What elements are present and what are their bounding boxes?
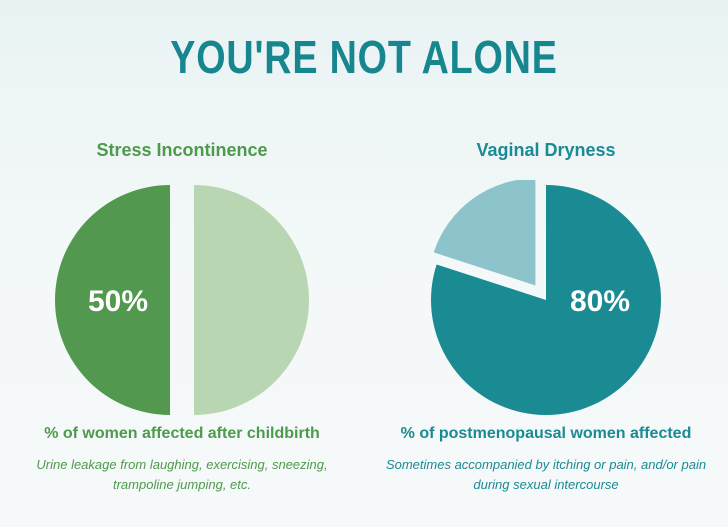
pie-1-value-label: 50% [88,285,148,318]
pie-1-title: Stress Incontinence [96,140,268,160]
page-title: YOU'RE NOT ALONE [170,31,558,83]
pie-1-slice-2 [194,185,309,415]
pie-chart-stress-incontinence: 50% [55,185,309,415]
vaginal-dryness-panel: Vaginal Dryness 80% % of postmenopausal … [364,0,728,527]
pie-chart-vaginal-dryness: 80% [431,180,661,415]
pie-1-caption: % of women affected after childbirth [44,425,320,442]
pie-1-description: Urine leakage from laughing, exercising,… [36,457,328,492]
pie-2-title: Vaginal Dryness [476,140,616,160]
pie-2-slice-1 [431,185,661,415]
stress-incontinence-panel: Stress Incontinence 50% % of women affec… [36,140,328,492]
pie-2-value-label: 80% [570,285,630,318]
pie-2-slice-2 [433,180,536,286]
pie-1-slice-1 [55,185,170,415]
pie-2-caption: % of postmenopausal women affected [400,425,692,442]
pie-2-description: Sometimes accompanied by itching or pain… [385,457,707,492]
